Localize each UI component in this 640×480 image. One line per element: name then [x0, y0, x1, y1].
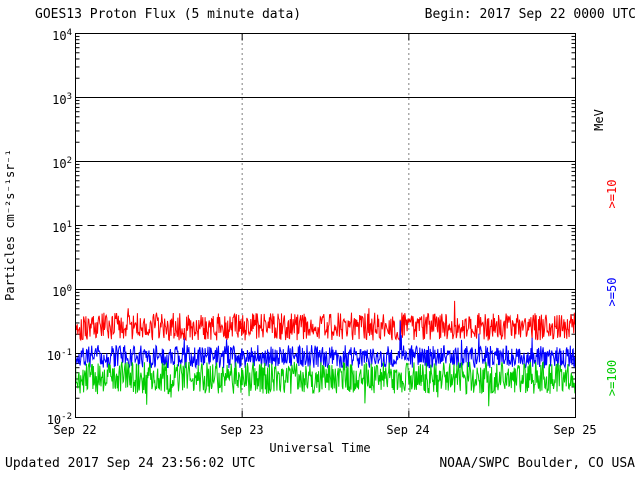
- begin-timestamp: Begin: 2017 Sep 22 0000 UTC: [424, 7, 636, 22]
- y-tick-label: 104: [52, 27, 72, 43]
- y-tick-label: 102: [52, 155, 72, 171]
- x-tick-label: Sep 23: [220, 423, 264, 437]
- series-label-geq10: >=10: [605, 179, 619, 209]
- x-tick-label: Sep 22: [53, 423, 97, 437]
- x-tick-label: Sep 25: [553, 423, 597, 437]
- series-label-geq50: >=50: [605, 277, 619, 307]
- data-source: NOAA/SWPC Boulder, CO USA: [439, 456, 635, 471]
- x-axis-title: Universal Time: [269, 441, 371, 455]
- x-tick-label: Sep 24: [386, 423, 430, 437]
- series-line: [75, 320, 576, 370]
- y-tick-label: 101: [52, 219, 72, 235]
- y-axis-title: Particles cm⁻²s⁻¹sr⁻¹: [3, 149, 17, 301]
- y-tick-label: 10-1: [46, 347, 72, 363]
- chart-title: GOES13 Proton Flux (5 minute data): [35, 7, 302, 22]
- y-tick-label: 103: [52, 91, 72, 107]
- right-axis-unit-label: MeV: [592, 109, 606, 131]
- series-line: [75, 300, 576, 342]
- updated-timestamp: Updated 2017 Sep 24 23:56:02 UTC: [5, 456, 256, 471]
- y-tick-label: 100: [52, 283, 72, 299]
- series-line: [75, 361, 576, 407]
- y-tick-label: 10-2: [46, 411, 72, 427]
- series-label-geq100: >=100: [605, 359, 619, 397]
- plot-frame: [75, 33, 576, 418]
